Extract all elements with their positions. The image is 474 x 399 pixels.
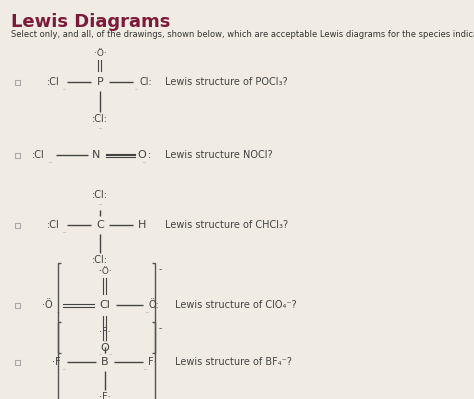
Text: C: C <box>96 220 104 230</box>
Text: ·Ö·: ·Ö· <box>99 267 111 275</box>
Text: N: N <box>92 150 100 160</box>
Text: O: O <box>100 343 109 353</box>
Text: ·F·: ·F· <box>99 327 111 337</box>
Text: Cl: Cl <box>100 300 110 310</box>
Text: ··: ·· <box>98 203 102 207</box>
Text: :Cl: :Cl <box>47 220 60 230</box>
Text: -: - <box>159 265 162 274</box>
Text: ··: ·· <box>143 367 147 373</box>
Text: P: P <box>97 77 103 87</box>
Text: ··: ·· <box>62 367 66 373</box>
Text: ·Ö: ·Ö <box>42 300 53 310</box>
Text: ··: ·· <box>108 352 112 358</box>
Text: -: - <box>159 324 162 333</box>
Text: ··: ·· <box>48 160 52 166</box>
Text: H: H <box>138 220 146 230</box>
Bar <box>16 152 20 158</box>
Text: ··: ·· <box>98 269 102 273</box>
Text: Cl:: Cl: <box>140 77 153 87</box>
Text: Ö:: Ö: <box>149 300 160 310</box>
Text: ··: ·· <box>103 340 107 344</box>
Bar <box>16 302 20 308</box>
Text: ··: ·· <box>56 310 60 316</box>
Text: F·: F· <box>148 357 156 367</box>
Text: :Cl:: :Cl: <box>92 114 108 124</box>
Text: ·F·: ·F· <box>99 392 111 399</box>
Text: ··: ·· <box>145 310 149 316</box>
Text: ··: ·· <box>134 87 138 93</box>
Text: O: O <box>137 150 146 160</box>
Text: :Cl:: :Cl: <box>92 190 108 200</box>
Text: :: : <box>148 150 152 160</box>
Text: ··: ·· <box>62 231 66 235</box>
Text: Lewis structure of BF₄⁻?: Lewis structure of BF₄⁻? <box>175 357 292 367</box>
Bar <box>16 79 20 85</box>
Text: Select only, and all, of the drawings, shown below, which are acceptable Lewis d: Select only, and all, of the drawings, s… <box>11 30 474 39</box>
Text: ··: ·· <box>62 87 66 93</box>
Text: Lewis structure of POCl₃?: Lewis structure of POCl₃? <box>165 77 288 87</box>
Bar <box>16 223 20 227</box>
Text: Lewis structure NOCl?: Lewis structure NOCl? <box>165 150 273 160</box>
Text: ·Ö·: ·Ö· <box>94 49 106 59</box>
Text: ··: ·· <box>142 160 146 166</box>
Text: Lewis structure of ClO₄⁻?: Lewis structure of ClO₄⁻? <box>175 300 297 310</box>
Text: :Cl: :Cl <box>47 77 60 87</box>
Text: ··: ·· <box>98 352 102 358</box>
Text: Lewis Diagrams: Lewis Diagrams <box>11 13 170 31</box>
Text: :Cl: :Cl <box>32 150 45 160</box>
Bar <box>16 359 20 365</box>
Text: Lewis structure of CHCl₃?: Lewis structure of CHCl₃? <box>165 220 288 230</box>
Text: ··: ·· <box>98 126 102 132</box>
Text: ·F: ·F <box>52 357 61 367</box>
Text: B: B <box>101 357 109 367</box>
Text: :Cl:: :Cl: <box>92 255 108 265</box>
